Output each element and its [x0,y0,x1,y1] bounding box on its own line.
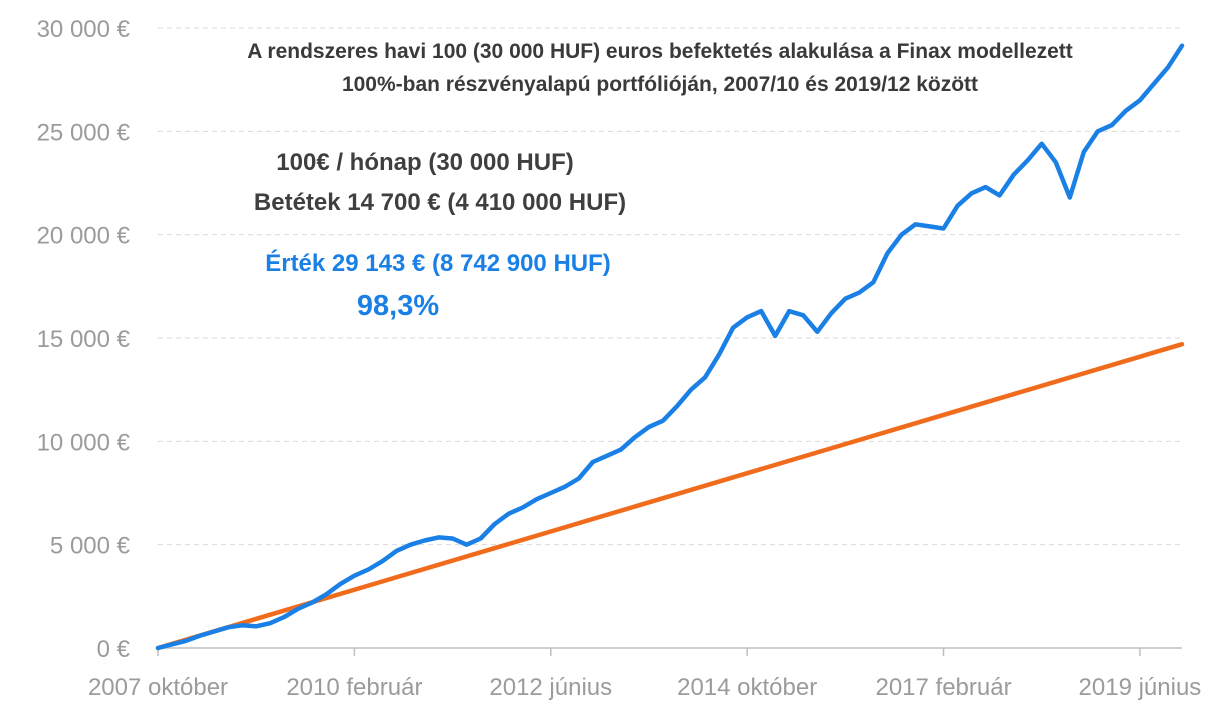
chart-title-line-2: 100%-ban részvényalapú portfólióján, 200… [342,73,978,96]
gridlines [158,27,1182,546]
y-tick-label: 0 € [97,636,131,663]
x-tick-label: 2007 október [88,674,228,701]
y-tick-label: 10 000 € [37,429,131,456]
x-tick-label: 2019 június [1079,674,1202,701]
chart-title-line-1: A rendszeres havi 100 (30 000 HUF) euros… [247,40,1073,63]
x-axis-ticks: 2007 október 2010 február 2012 június 2014 … [88,648,1201,701]
y-axis-tick-labels: 0 € 5 000 € 10 000 € 15 000 € 20 000 € 25 000… [37,16,131,663]
x-tick-label: 2017 február [875,674,1011,701]
series-lines [155,43,1185,651]
x-tick-label: 2012 június [489,674,612,701]
x-tick-label: 2014 október [677,674,817,701]
y-tick-label: 30 000 € [37,16,131,43]
value-label: Érték 29 143 € (8 742 900 HUF) [265,249,611,277]
y-tick-label: 20 000 € [37,223,131,250]
monthly-contribution-label: 100€ / hónap (30 000 HUF) [276,149,573,176]
y-tick-label: 15 000 € [37,326,131,353]
series-line-1 [155,341,1185,651]
y-tick-label: 5 000 € [50,533,131,560]
deposits-label: Betétek 14 700 € (4 410 000 HUF) [254,189,626,216]
y-tick-label: 25 000 € [37,119,131,146]
return-percentage-label: 98,3% [357,290,439,322]
series-line-0 [155,43,1185,651]
x-tick-label: 2010 február [286,674,422,701]
